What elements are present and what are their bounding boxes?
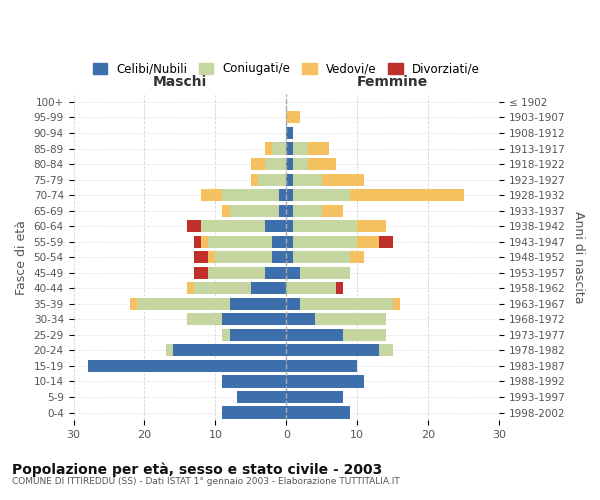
Bar [208,236,272,248]
Bar [286,344,379,356]
Bar [286,127,293,139]
Bar [194,251,208,264]
Bar [293,220,357,232]
Bar [357,236,379,248]
Bar [293,251,350,264]
Bar [194,236,201,248]
Bar [173,344,286,356]
Bar [223,204,230,216]
Bar [194,266,208,279]
Bar [272,236,286,248]
Bar [208,266,265,279]
Bar [293,236,357,248]
Bar [223,329,230,341]
Bar [251,174,258,186]
Bar [223,406,286,418]
Bar [286,142,293,154]
Bar [286,329,343,341]
Bar [293,189,350,201]
Bar [357,220,386,232]
Bar [322,204,343,216]
Bar [201,189,223,201]
Bar [251,282,286,294]
Bar [343,329,386,341]
Bar [215,251,272,264]
Bar [272,142,286,154]
Bar [279,189,286,201]
Bar [265,220,286,232]
Bar [286,298,301,310]
Bar [286,112,301,124]
Bar [314,314,386,326]
Bar [88,360,286,372]
Bar [137,298,230,310]
Bar [286,314,314,326]
Bar [293,174,322,186]
Bar [223,189,279,201]
Bar [286,174,293,186]
Bar [187,282,194,294]
Bar [230,204,279,216]
Bar [236,391,286,403]
Bar [251,158,265,170]
Bar [201,220,265,232]
Bar [223,376,286,388]
Y-axis label: Anni di nascita: Anni di nascita [572,211,585,304]
Bar [293,158,308,170]
Bar [392,298,400,310]
Bar [286,376,364,388]
Bar [350,189,464,201]
Y-axis label: Fasce di età: Fasce di età [15,220,28,294]
Bar [286,282,336,294]
Bar [293,204,322,216]
Bar [293,142,308,154]
Bar [301,266,350,279]
Bar [201,236,208,248]
Bar [272,251,286,264]
Bar [379,236,392,248]
Bar [350,251,364,264]
Bar [230,298,286,310]
Bar [286,220,293,232]
Bar [286,360,357,372]
Text: Maschi: Maschi [153,76,207,90]
Legend: Celibi/Nubili, Coniugati/e, Vedovi/e, Divorziati/e: Celibi/Nubili, Coniugati/e, Vedovi/e, Di… [88,58,485,80]
Bar [379,344,392,356]
Bar [286,391,343,403]
Bar [286,158,293,170]
Bar [208,251,215,264]
Bar [258,174,286,186]
Text: COMUNE DI ITTIREDDU (SS) - Dati ISTAT 1° gennaio 2003 - Elaborazione TUTTITALIA.: COMUNE DI ITTIREDDU (SS) - Dati ISTAT 1°… [12,478,400,486]
Bar [308,158,336,170]
Bar [194,282,251,294]
Bar [286,204,293,216]
Bar [265,142,272,154]
Bar [286,266,301,279]
Bar [230,329,286,341]
Bar [265,158,286,170]
Bar [286,406,350,418]
Bar [166,344,173,356]
Bar [130,298,137,310]
Bar [223,314,286,326]
Bar [265,266,286,279]
Bar [322,174,364,186]
Bar [286,236,293,248]
Text: Femmine: Femmine [357,76,428,90]
Text: Popolazione per età, sesso e stato civile - 2003: Popolazione per età, sesso e stato civil… [12,462,382,477]
Bar [187,314,223,326]
Bar [308,142,329,154]
Bar [301,298,392,310]
Bar [187,220,201,232]
Bar [279,204,286,216]
Bar [286,189,293,201]
Bar [286,251,293,264]
Bar [336,282,343,294]
